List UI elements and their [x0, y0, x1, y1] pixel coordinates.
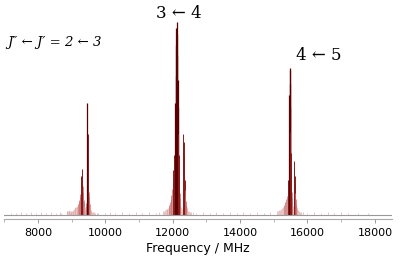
Text: 3 ← 4: 3 ← 4 [156, 5, 201, 21]
X-axis label: Frequency / MHz: Frequency / MHz [146, 242, 250, 255]
Text: 4 ← 5: 4 ← 5 [296, 47, 341, 64]
Text: J″ ← J′ = 2 ← 3: J″ ← J′ = 2 ← 3 [8, 36, 102, 49]
